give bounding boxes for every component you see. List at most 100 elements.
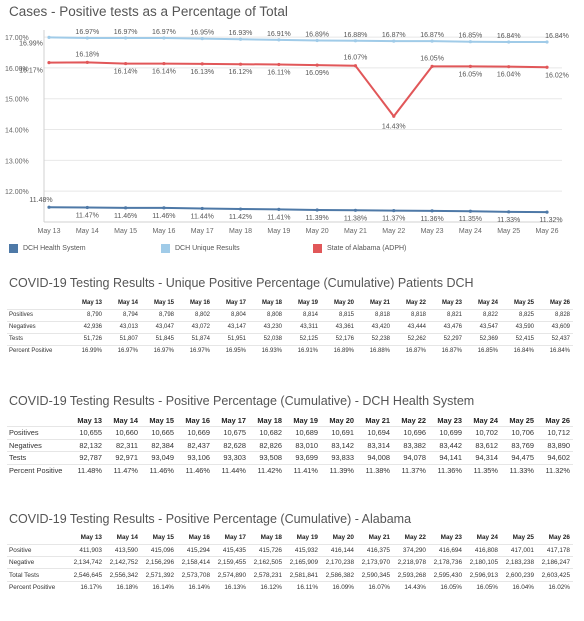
table-cell: 413,590 xyxy=(105,543,141,557)
table-cell: 43,072 xyxy=(177,320,213,333)
row-label: Percent Positive xyxy=(7,344,69,357)
table-cell: 51,951 xyxy=(213,332,249,345)
table-cell: 94,008 xyxy=(357,451,393,464)
table-cell: 94,314 xyxy=(465,451,501,464)
column-header: May 13 xyxy=(80,534,102,542)
chart-title: Cases - Positive tests as a Percentage o… xyxy=(9,4,288,19)
table-cell: 43,420 xyxy=(357,320,393,333)
table-cell: 82,826 xyxy=(249,438,285,452)
data-label: 14.43% xyxy=(382,123,406,130)
column-header: May 25 xyxy=(509,415,534,425)
table-cell: 2,183,238 xyxy=(501,556,537,569)
table-cell: 8,798 xyxy=(141,308,177,321)
table-cell: 2,596,913 xyxy=(465,568,501,582)
x-tick-label: May 23 xyxy=(421,228,444,235)
data-label: 16.87% xyxy=(382,32,406,39)
column-header: May 17 xyxy=(225,299,246,306)
table-cell: 92,787 xyxy=(69,451,105,464)
table-cell: 2,159,455 xyxy=(213,556,249,569)
table-cell: 52,262 xyxy=(393,332,429,345)
data-point xyxy=(507,40,511,44)
table-cell: 10,694 xyxy=(357,426,393,439)
table-cell: 8,814 xyxy=(285,308,321,321)
data-label: 16.02% xyxy=(545,72,569,79)
table-cell: 16.09% xyxy=(321,580,357,594)
table-cell: 83,890 xyxy=(537,438,573,452)
table-cell: 8,815 xyxy=(321,308,357,321)
table-row: Negative 2,134,742 2,142,752 2,156,296 2,158… xyxy=(7,556,573,569)
legend-item-dch-health-system[interactable]: DCH Health System xyxy=(9,244,86,253)
column-header: May 24 xyxy=(473,415,498,425)
legend-swatch xyxy=(161,244,170,253)
row-label: Negatives xyxy=(7,438,69,452)
legend-item-state-of-alabama[interactable]: State of Alabama (ADPH) xyxy=(313,244,406,253)
table-cell: 10,689 xyxy=(285,426,321,439)
table-cell: 10,682 xyxy=(249,426,285,439)
data-label: 16.84% xyxy=(497,33,521,40)
table-title-unique-dch: COVID-19 Testing Results - Unique Positi… xyxy=(9,276,474,290)
table-cell: 10,675 xyxy=(213,426,249,439)
table-cell: 2,573,708 xyxy=(177,568,213,582)
table-cell: 93,049 xyxy=(141,451,177,464)
table-cell: 14.43% xyxy=(393,580,429,594)
table-cell: 8,821 xyxy=(429,308,465,321)
data-point xyxy=(124,206,128,210)
table-cell: 8,802 xyxy=(177,308,213,321)
table-cell: 52,125 xyxy=(285,332,321,345)
data-label: 11.46% xyxy=(114,213,137,220)
table-cell: 8,808 xyxy=(249,308,285,321)
table-cell: 2,603,425 xyxy=(537,568,573,582)
table-cell: 2,593,268 xyxy=(393,568,429,582)
table-cell: 11.44% xyxy=(213,463,249,477)
table-row: Positives 8,790 8,794 8,798 8,802 8,804 8,808 8… xyxy=(7,308,573,321)
table-cell: 11.39% xyxy=(321,463,357,477)
data-point xyxy=(392,39,396,43)
table-cell: 16.17% xyxy=(69,580,105,594)
data-label: 16.05% xyxy=(459,71,483,78)
column-header: May 22 xyxy=(405,299,426,306)
table-cell: 16.12% xyxy=(249,580,285,594)
table-cell: 43,311 xyxy=(285,320,321,333)
table-cell: 8,825 xyxy=(501,308,537,321)
column-header: May 19 xyxy=(293,415,318,425)
table-cell: 16.05% xyxy=(465,580,501,594)
column-header: May 15 xyxy=(152,534,174,542)
column-header: May 22 xyxy=(404,534,426,542)
table-cell: 374,290 xyxy=(393,543,429,557)
data-point xyxy=(85,205,89,210)
data-point xyxy=(238,37,243,41)
data-label: 16.87% xyxy=(420,32,444,39)
table-cell: 16.97% xyxy=(141,344,177,357)
data-point xyxy=(392,208,396,213)
data-label: 16.18% xyxy=(75,51,99,58)
table-cell: 83,314 xyxy=(357,438,393,452)
table-cell: 93,508 xyxy=(249,451,285,464)
table-cell: 2,170,238 xyxy=(321,556,357,569)
column-header: May 15 xyxy=(153,299,174,306)
table-row: Positive 411,903 413,590 415,096 415,294 415,… xyxy=(7,543,573,557)
legend-item-dch-unique-results[interactable]: DCH Unique Results xyxy=(161,244,240,253)
table-cell: 43,547 xyxy=(465,320,501,333)
table-cell: 16.14% xyxy=(141,580,177,594)
line-chart: 17.00% 16.00% 15.00% 14.00% 13.00% 12.00% May … xyxy=(5,29,569,235)
column-header: May 14 xyxy=(113,415,138,425)
table-cell: 43,361 xyxy=(321,320,357,333)
data-point xyxy=(85,36,89,40)
row-label: Positives xyxy=(7,426,69,439)
x-tick-label: May 16 xyxy=(152,228,175,235)
data-point xyxy=(353,64,358,68)
table-cell: 11.37% xyxy=(393,463,429,477)
table-unique-dch: May 13 May 14 May 15 May 16 May 17 May 18 May … xyxy=(7,297,573,357)
data-point xyxy=(315,38,319,43)
legend-swatch xyxy=(9,244,18,253)
data-point xyxy=(277,38,281,42)
column-header: May 26 xyxy=(548,534,570,542)
data-point xyxy=(430,64,434,68)
table-title-alabama: COVID-19 Testing Results - Positive Perc… xyxy=(9,512,412,526)
table-cell: 416,694 xyxy=(429,543,465,557)
column-header: May 26 xyxy=(545,415,570,425)
table-cell: 43,047 xyxy=(141,320,177,333)
table-title-dch-health-system: COVID-19 Testing Results - Positive Perc… xyxy=(9,394,475,408)
table-cell: 10,699 xyxy=(429,426,465,439)
x-tick-label: May 22 xyxy=(382,228,405,235)
